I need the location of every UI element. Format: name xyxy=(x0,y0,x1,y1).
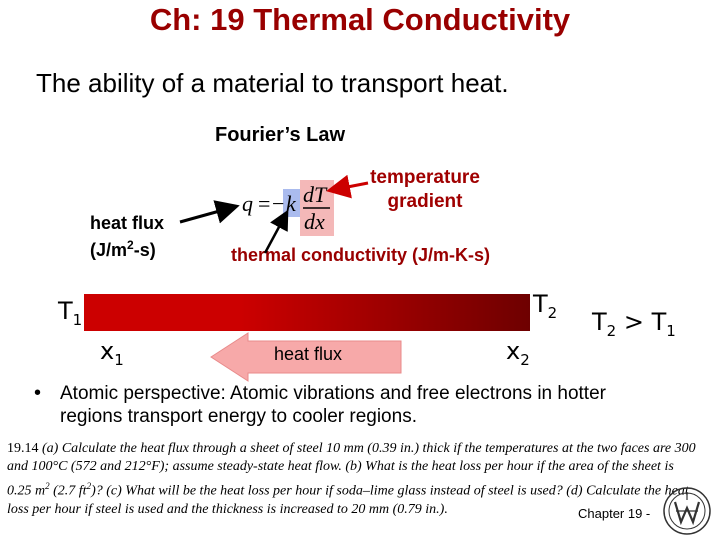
heat-flux-arrow xyxy=(210,332,402,382)
equation-q: q xyxy=(242,191,253,216)
heat-flux-label: heat flux (J/m2-s) xyxy=(90,212,164,261)
heat-flux-pointer-arrow xyxy=(179,200,240,224)
chapter-footer: Chapter 19 - xyxy=(578,506,651,521)
fourier-equation: q = − k dT dx xyxy=(242,180,334,236)
equation-minus: − xyxy=(272,191,284,216)
heat-flux-arrow-label: heat flux xyxy=(274,344,343,364)
equation-equals: = xyxy=(258,191,270,216)
temperature-gradient-label: temperature gradient xyxy=(360,166,490,214)
slide-title: Ch: 19 Thermal Conductivity xyxy=(149,2,571,37)
problem-number: 19.14 xyxy=(7,441,39,456)
equation-denominator: dx xyxy=(304,209,325,234)
thermal-conductivity-label: thermal conductivity (J/m-K-s) xyxy=(231,245,491,265)
t1-label: T1 xyxy=(58,297,83,329)
slide-subtitle: The ability of a material to transport h… xyxy=(36,68,509,98)
x2-label: x2 xyxy=(506,337,530,369)
temperature-comparison: T2 > T1 xyxy=(592,308,676,340)
heat-flux-label-line1: heat flux xyxy=(90,213,165,233)
temperature-gradient-bar xyxy=(84,294,530,331)
temperature-gradient-line2: gradient xyxy=(387,191,463,212)
atomic-perspective-text: Atomic perspective: Atomic vibrations an… xyxy=(60,383,606,427)
university-seal-logo-icon xyxy=(663,487,711,535)
t2-label: T2 xyxy=(533,290,558,322)
problem-statement: 19.14 (a) Calculate the heat flux throug… xyxy=(7,441,696,517)
bullet-marker: • xyxy=(34,382,42,404)
fouriers-law-heading: Fourier’s Law xyxy=(215,124,346,146)
equation-k: k xyxy=(286,191,297,216)
x1-label: x1 xyxy=(100,337,124,369)
temperature-gradient-line1: temperature xyxy=(370,167,480,188)
equation-numerator: dT xyxy=(303,182,328,207)
heat-flux-units: (J/m2-s) xyxy=(90,238,156,260)
